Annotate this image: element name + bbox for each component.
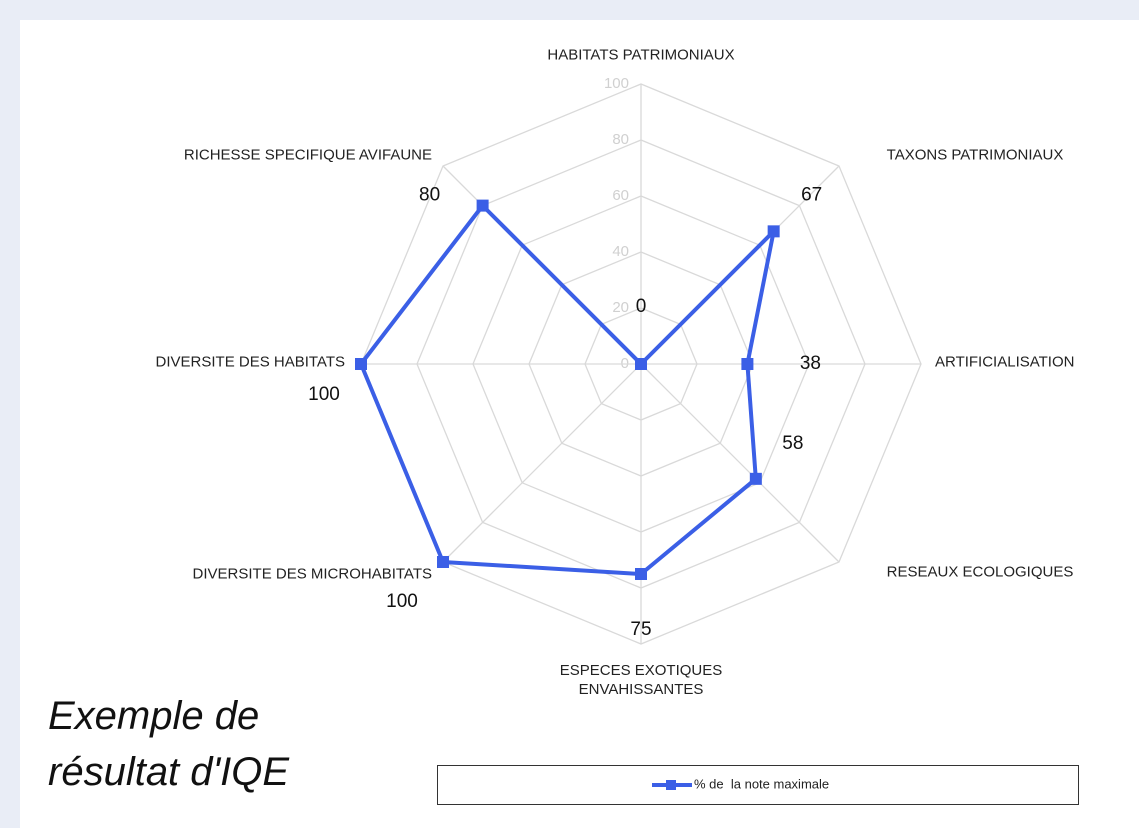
tick-label: 60 [612,187,629,204]
data-label: 75 [630,619,651,640]
category-label: HABITATS PATRIMONIAUX [547,46,735,64]
marker [635,358,647,370]
category-label: RESEAUX ECOLOGIQUES [886,563,1074,581]
tick-label: 20 [612,299,629,316]
marker [749,472,762,485]
marker [476,199,489,212]
legend: % de la note maximale [437,765,1079,805]
marker [741,358,754,370]
legend-graphic: % de la note maximale [652,776,829,791]
data-label: 67 [801,184,822,205]
data-label: 0 [636,296,647,317]
marker [437,555,450,568]
category-label: TAXONS PATRIMONIAUX [886,146,1064,164]
panel [20,20,1139,828]
legend-marker [666,780,676,790]
marker [355,358,367,370]
series-line [359,203,776,576]
data-label: 80 [419,185,440,206]
category-label: DIVERSITE DES HABITATS [155,353,345,371]
marker [635,568,647,580]
tick-label: 80 [612,131,629,148]
category-label: ARTIFICIALISATION [935,353,1075,371]
caption: Exemple de résultat d'IQE [48,694,290,794]
category-label: ESPECES EXOTIQUES ENVAHISSANTES [559,662,723,698]
spoke [640,363,840,563]
tick-label: 100 [604,75,629,92]
marker [767,225,780,238]
tick-label: 40 [612,243,629,260]
data-label: 100 [308,384,340,405]
legend-label: % de la note maximale [694,776,829,791]
data-label: 100 [386,591,418,612]
spoke [442,363,642,563]
category-label: DIVERSITE DES MICROHABITATS [192,565,432,583]
data-label: 58 [782,433,803,454]
category-label: RICHESSE SPECIFIQUE AVIFAUNE [183,146,432,164]
data-label: 38 [800,353,821,374]
